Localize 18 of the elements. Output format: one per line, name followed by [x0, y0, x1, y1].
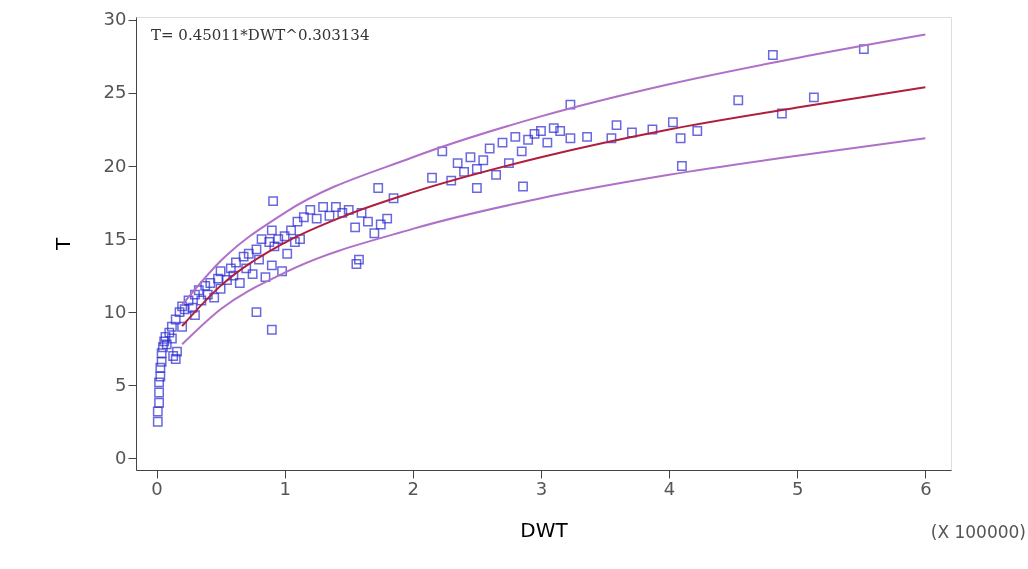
y-axis-title: T — [50, 237, 75, 252]
y-tick-label: 20 — [103, 154, 127, 176]
y-tick-label: 0 — [115, 446, 127, 468]
x-tick-label: 5 — [792, 477, 804, 499]
x-tick-label: 4 — [663, 477, 676, 499]
annotation: T= 0.45011*DWT^0.303134 — [151, 26, 370, 44]
x-tick-label: 2 — [407, 477, 420, 499]
y-tick-label: 5 — [115, 373, 127, 395]
y-tick-label: 30 — [103, 8, 127, 30]
x-tick-label: 0 — [151, 477, 163, 499]
x-axis-title: DWT — [520, 517, 569, 542]
y-tick-label: 10 — [103, 300, 127, 322]
y-tick-label: 25 — [103, 81, 127, 103]
x-tick-label: 1 — [279, 477, 291, 499]
x-tick-label: 3 — [535, 477, 548, 499]
text: (X 100000) — [930, 522, 1026, 542]
y-tick-label: 15 — [103, 227, 127, 249]
x-tick-label: 6 — [920, 477, 932, 499]
